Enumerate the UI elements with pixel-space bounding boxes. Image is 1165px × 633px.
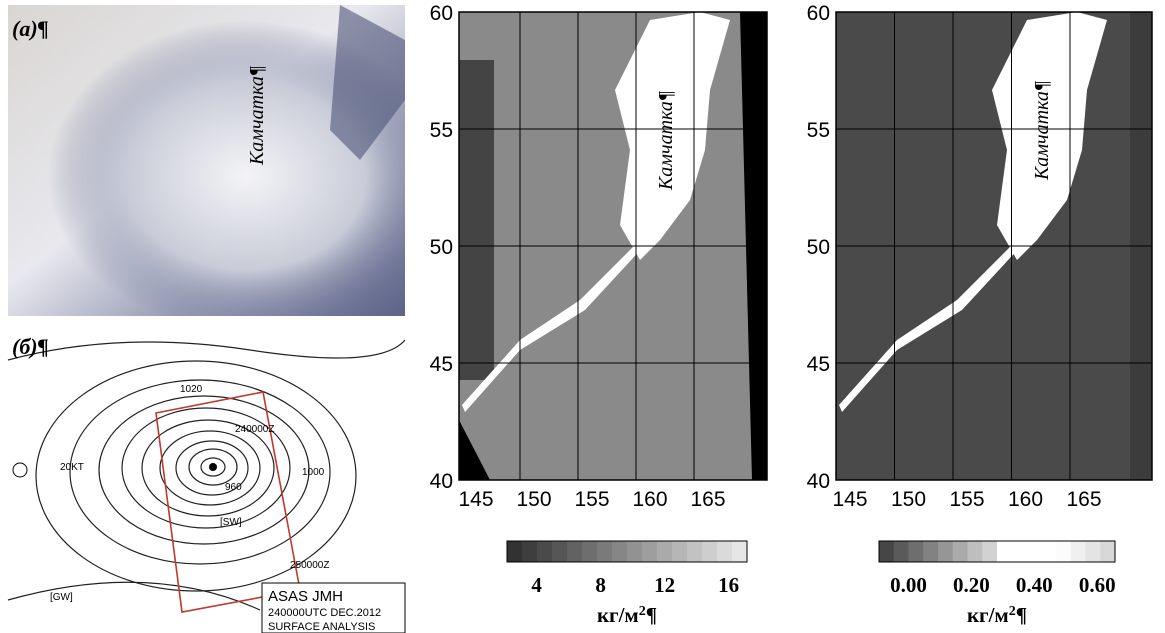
colorbar-step: [1100, 541, 1115, 562]
colorbar-step: [997, 541, 1012, 562]
annotation: Камчатка¶: [246, 66, 268, 166]
colorbar-step: [982, 541, 997, 562]
unit-part: кг/м: [967, 603, 1009, 627]
x-tick-label: 160: [632, 488, 667, 511]
colorbar-step: [582, 541, 598, 562]
colorbar-step: [612, 541, 628, 562]
colorbar-step: [522, 541, 538, 562]
colorbar-step: [1012, 541, 1027, 562]
y-tick-label: 40: [807, 470, 830, 493]
panel-b: (б)¶ ASAS JMH 240000UTC DEC.2012 SURFACE…: [8, 322, 405, 633]
colorbar-label: 0.20: [953, 573, 990, 597]
colorbar-step: [567, 541, 583, 562]
colorbar-label: 0.60: [1079, 573, 1116, 597]
y-tick-label: 60: [807, 2, 830, 25]
x-tick-label: 165: [690, 488, 725, 511]
panel-label: (б)¶: [12, 334, 49, 359]
contour-label: 20KT: [60, 462, 84, 473]
x-tick-label: 150: [516, 488, 551, 511]
y-tick-label: 60: [430, 2, 453, 25]
colorbar-step: [879, 541, 894, 562]
unit-part: ¶: [646, 603, 657, 627]
colorbar-step: [732, 541, 748, 562]
map-panel: 145 150 155 160 165 40 45 50 55 60 Камчатка¶ 0.00 0.…: [807, 2, 1152, 627]
colorbar-step: [672, 541, 688, 562]
y-tick-label: 55: [430, 119, 453, 142]
x-tick-label: 155: [949, 488, 984, 511]
unit-part: 2: [639, 604, 646, 619]
stamp-line: 240000UTC DEC.2012: [268, 607, 381, 619]
panel-label: (a)¶: [12, 16, 49, 41]
colorbar-label: 4: [531, 573, 542, 597]
contour-label: 240000Z: [235, 424, 274, 435]
colorbar-step: [953, 541, 968, 562]
stamp-line: ASAS JMH: [268, 588, 343, 605]
colorbar-step: [597, 541, 613, 562]
colorbar-label: 12: [654, 573, 675, 597]
contour-label: 250000Z: [290, 560, 329, 571]
contour-label: [SW]: [220, 517, 242, 528]
annotation: Камчатка¶: [1031, 81, 1053, 181]
colorbar-step: [552, 541, 568, 562]
y-tick-label: 55: [807, 119, 830, 142]
x-tick-label: 145: [832, 488, 867, 511]
colorbar-step: [537, 541, 553, 562]
y-tick-label: 45: [807, 353, 830, 376]
unit-part: кг/м: [597, 603, 639, 627]
colorbar-step: [642, 541, 658, 562]
colorbar-step: [968, 541, 983, 562]
contour-label: 960: [225, 482, 242, 493]
x-tick-label: 150: [891, 488, 926, 511]
y-tick-label: 45: [430, 353, 453, 376]
colorbar-step: [507, 541, 523, 562]
y-tick-label: 50: [430, 236, 453, 259]
colorbar-label: 16: [718, 573, 739, 597]
colorbar-step: [923, 541, 938, 562]
colorbar-step: [702, 541, 718, 562]
colorbar-unit: кг/м2¶: [597, 603, 657, 627]
colorbar-step: [657, 541, 673, 562]
colorbar-label: 8: [595, 573, 606, 597]
colorbar-step: [1027, 541, 1042, 562]
dark-band: [459, 60, 494, 380]
x-tick-label: 160: [1008, 488, 1043, 511]
low-center: [209, 463, 217, 471]
colorbar-label: 0.40: [1016, 573, 1053, 597]
colorbar-step: [1086, 541, 1101, 562]
unit-part: ¶: [1016, 603, 1027, 627]
colorbar-step: [909, 541, 924, 562]
contour-label: 1000: [302, 467, 325, 478]
x-tick-label: 165: [1066, 488, 1101, 511]
colorbar-step: [687, 541, 703, 562]
colorbar-step: [717, 541, 733, 562]
panel-a: (a)¶ Камчатка¶: [8, 5, 405, 316]
contour-label: [GW]: [50, 592, 73, 603]
y-tick-label: 40: [430, 470, 453, 493]
annotation: Камчатка¶: [655, 91, 677, 191]
colorbar-step: [1056, 541, 1071, 562]
unit-part: 2: [1009, 604, 1016, 619]
y-tick-label: 50: [807, 236, 830, 259]
x-tick-label: 155: [574, 488, 609, 511]
stamp-line: SURFACE ANALYSIS: [268, 621, 375, 633]
colorbar-unit: кг/м2¶: [967, 603, 1027, 627]
x-tick-label: 145: [458, 488, 493, 511]
colorbar-step: [1041, 541, 1056, 562]
figure: (a)¶ Камчатка¶ (б)¶ ASAS JMH 240000UTC D…: [0, 0, 1165, 633]
colorbar-label: 0.00: [890, 573, 927, 597]
contour-label: 1020: [180, 384, 203, 395]
colorbar-step: [1071, 541, 1086, 562]
colorbar-step: [938, 541, 953, 562]
colorbar-step: [627, 541, 643, 562]
colorbar-step: [894, 541, 909, 562]
map-panel: 145 150 155 160 165 40 45 50 55 60 Камчатка¶ 4 8 12 16…: [430, 2, 767, 627]
